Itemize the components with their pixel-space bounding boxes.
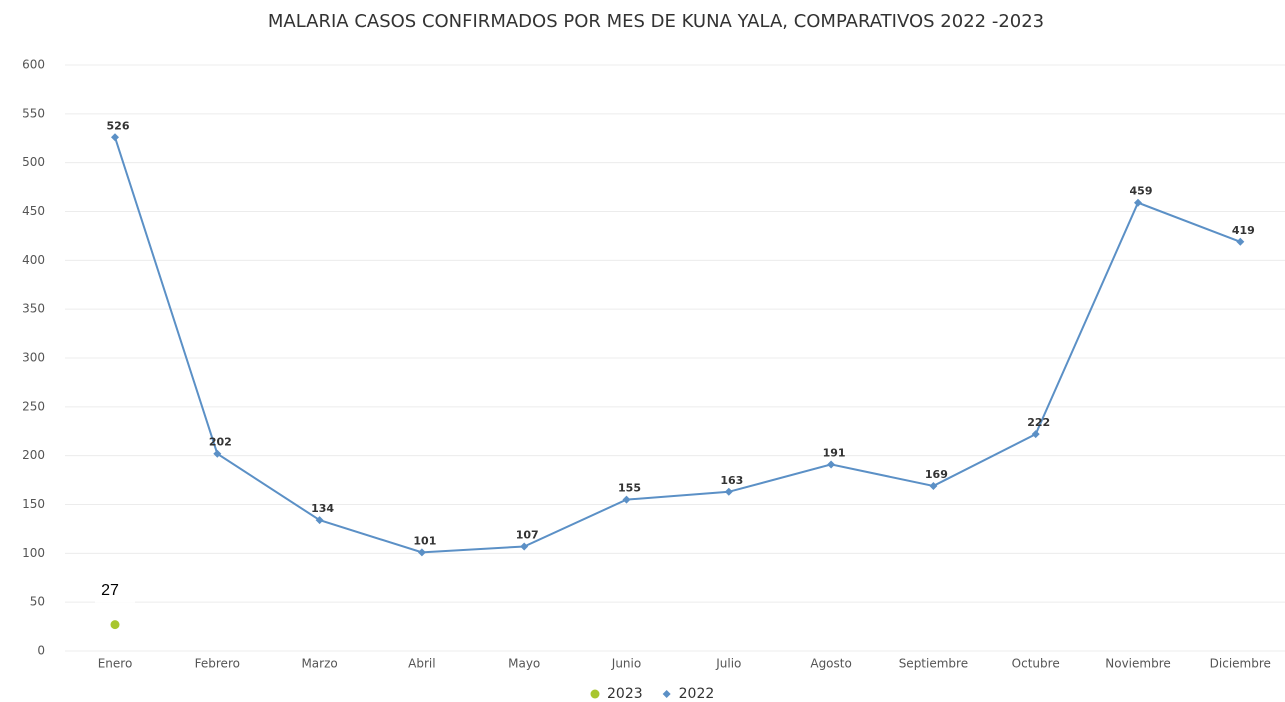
point: [662, 690, 671, 698]
y-tick-label: 0: [37, 644, 45, 658]
y-tick-label: 300: [22, 351, 45, 365]
legend-label: 2022: [679, 686, 715, 702]
data-label: 526: [107, 119, 130, 132]
point: [315, 516, 324, 525]
data-label: 419: [1232, 224, 1255, 237]
data-label: 134: [311, 502, 334, 515]
x-tick-label: Noviembre: [1105, 657, 1171, 671]
y-tick-label: 200: [22, 448, 45, 462]
point: [622, 495, 631, 504]
data-label: 191: [823, 446, 846, 459]
y-tick-label: 550: [22, 106, 45, 120]
point: [1236, 237, 1245, 246]
point: [213, 449, 222, 458]
y-tick-label: 350: [22, 302, 45, 316]
chart-title: MALARIA CASOS CONFIRMADOS POR MES DE KUN…: [268, 11, 1044, 32]
point: [417, 548, 426, 557]
y-tick-label: 50: [30, 595, 45, 609]
x-tick-label: Octubre: [1012, 657, 1060, 671]
x-tick-label: Mayo: [508, 657, 540, 671]
point: [827, 460, 836, 469]
y-tick-label: 450: [22, 204, 45, 218]
point: [1134, 198, 1142, 207]
point: [929, 481, 938, 490]
y-tick-label: 250: [22, 399, 45, 413]
y-tick-label: 400: [22, 253, 45, 267]
data-label: 222: [1027, 416, 1050, 429]
data-label: 163: [720, 474, 743, 487]
y-tick-label: 150: [22, 497, 45, 511]
x-tick-label: Agosto: [810, 657, 851, 671]
point: [520, 542, 529, 551]
x-tick-label: Septiembre: [899, 657, 968, 671]
x-tick-label: Febrero: [195, 657, 240, 671]
data-label: 169: [925, 468, 948, 481]
x-tick-label: Enero: [98, 657, 133, 671]
x-tick-label: Julio: [715, 657, 741, 671]
data-label: 101: [413, 534, 436, 547]
label-bg: [95, 576, 135, 603]
x-tick-label: Abril: [408, 657, 435, 671]
y-tick-label: 100: [22, 546, 45, 560]
point: [590, 689, 600, 699]
x-tick-label: Diciembre: [1210, 657, 1271, 671]
data-label: 107: [516, 528, 539, 541]
series-line: [114, 136, 1241, 554]
data-label: 155: [618, 482, 641, 495]
x-tick-label: Junio: [611, 657, 641, 671]
point: [110, 620, 120, 630]
y-tick-label: 600: [22, 58, 45, 72]
legend-label: 2023: [607, 686, 643, 702]
data-label: 27: [101, 582, 119, 599]
x-tick-label: Marzo: [301, 657, 337, 671]
y-tick-label: 500: [22, 155, 45, 169]
point: [1031, 430, 1040, 439]
data-label: 202: [209, 436, 232, 449]
point: [724, 487, 733, 496]
point: [111, 133, 119, 142]
data-label: 459: [1130, 185, 1153, 198]
